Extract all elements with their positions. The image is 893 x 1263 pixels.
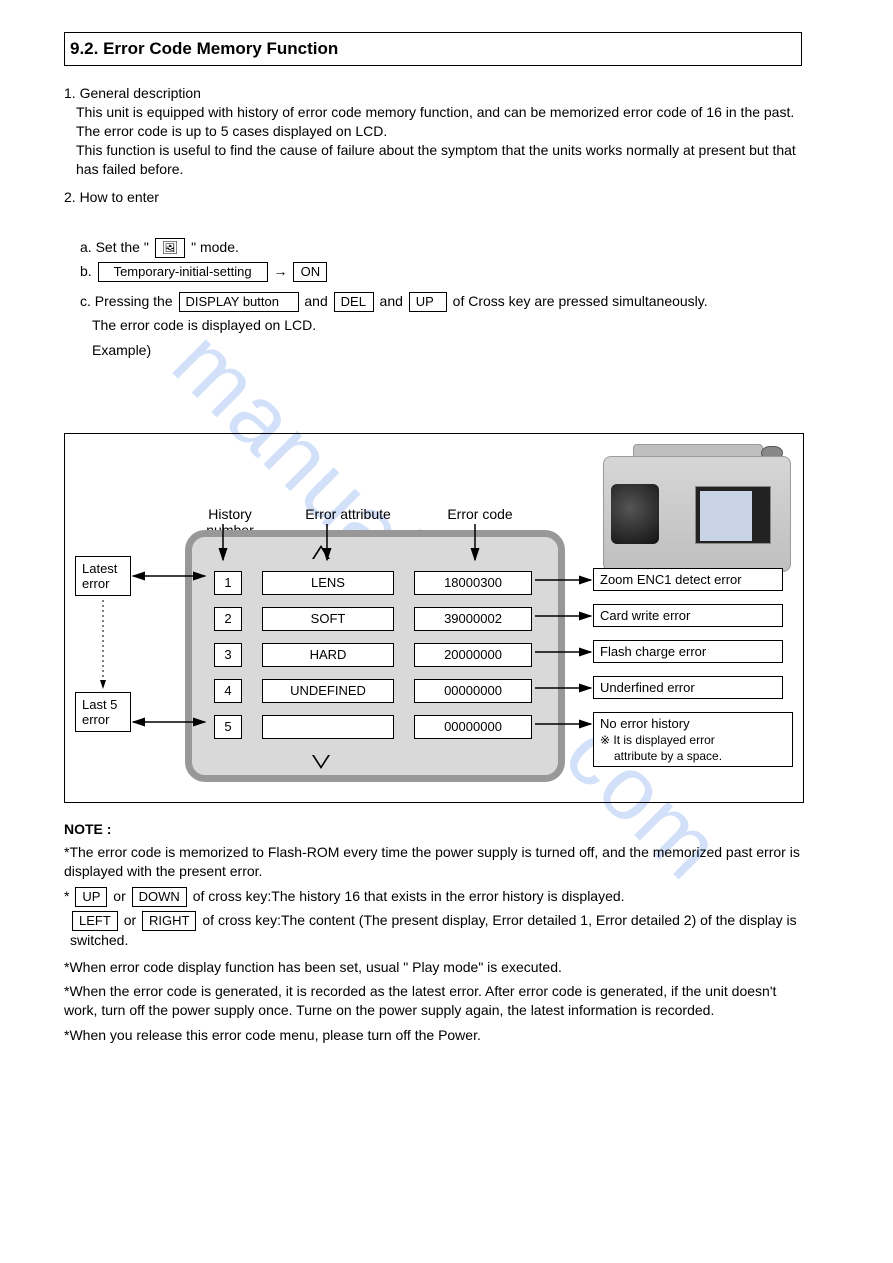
col-header-code: Error code [435,506,525,522]
note-1: *The error code is memorized to Flash-RO… [64,843,804,881]
camera-illustration [603,444,791,572]
row5-desc-box: No error history ※ It is displayed error… [593,712,793,767]
row3-code: 20000000 [414,643,532,667]
step-a: a. Set the " 🖼 " mode. [80,198,780,263]
row5-code: 00000000 [414,715,532,739]
row5-note-2: attribute by a space. [614,749,786,763]
step-c-note: The error code is displayed on LCD. [92,316,820,335]
step-b-prefix: b. [80,263,96,279]
intro-line-1d: This function is useful to find the caus… [76,141,804,179]
note-2-or1: or [113,888,129,904]
image-mode-icon: 🖼 [155,238,186,258]
row3-desc: Flash charge error [593,640,783,663]
last5-error-label: Last 5 error [75,692,131,732]
row2-code: 39000002 [414,607,532,631]
row4-code: 00000000 [414,679,532,703]
down-key-button[interactable]: DOWN [132,887,187,907]
intro-line-1b: This unit is equipped with history of er… [76,103,804,122]
note-6: *When you release this error code menu, … [64,1026,804,1045]
note-3: LEFT or RIGHT of cross key:The content (… [70,911,804,950]
row2-num: 2 [214,607,242,631]
step-a-prefix: a. Set the " [80,239,149,255]
note-2: * UP or DOWN of cross key:The history 16… [64,887,804,907]
row3-attr: HARD [262,643,394,667]
note-2-mid: of cross key:The history 16 that exists … [193,888,625,904]
step-b: b. Temporary-initial-setting → ON [80,262,820,288]
row2-attr: SOFT [262,607,394,631]
step-a-suffix: " mode. [191,239,239,255]
intro-block: 1. General description This unit is equi… [64,84,804,207]
step-c-prefix: c. Pressing the [80,293,177,309]
note-3-or: or [124,912,140,928]
example-label: Example) [92,341,820,360]
del-button[interactable]: DEL [334,292,374,312]
step-c-and1: and [304,293,331,309]
intro-line-1c: The error code is up to 5 cases displaye… [76,122,804,141]
note-block: NOTE : *The error code is memorized to F… [64,820,804,1045]
latest-error-label: Latest error [75,556,131,596]
row1-desc: Zoom ENC1 detect error [593,568,783,591]
row4-attr: UNDEFINED [262,679,394,703]
row4-num: 4 [214,679,242,703]
up-button[interactable]: UP [409,292,447,312]
on-button[interactable]: ON [293,262,327,282]
step-c: c. Pressing the DISPLAY button and DEL a… [80,292,820,360]
display-button[interactable]: DISPLAY button [179,292,299,312]
row1-num: 1 [214,571,242,595]
temp-init-setting-button[interactable]: Temporary-initial-setting [98,262,268,282]
note-2-pre: * [64,888,69,904]
left-key-button[interactable]: LEFT [72,911,118,931]
right-key-button[interactable]: RIGHT [142,911,196,931]
row5-desc: No error history [600,716,786,731]
row5-num: 5 [214,715,242,739]
note-5: *When the error code is generated, it is… [64,982,804,1020]
lcd-panel: 1 LENS 18000300 2 SOFT 39000002 3 HARD 2… [185,530,565,782]
row4-desc: Underfined error [593,676,783,699]
row1-attr: LENS [262,571,394,595]
intro-line-1: 1. General description [64,84,804,103]
page: manualshive.com 9.2. Error Code Memory F… [0,0,893,1263]
step-c-and2: and [380,293,407,309]
section-heading: 9.2. Error Code Memory Function [70,39,338,59]
row1-code: 18000300 [414,571,532,595]
error-diagram-frame: History number Error attribute Error cod… [64,433,804,803]
step-c-end: of Cross key are pressed simultaneously. [453,293,708,309]
row5-attr [262,715,394,739]
note-title: NOTE : [64,820,804,839]
step-b-arrow: → [273,263,291,279]
up-key-button[interactable]: UP [75,887,107,907]
row5-note-1: ※ It is displayed error [600,733,786,747]
col-header-attribute: Error attribute [293,506,403,522]
row2-desc: Card write error [593,604,783,627]
row3-num: 3 [214,643,242,667]
note-4: *When error code display function has be… [64,958,804,977]
